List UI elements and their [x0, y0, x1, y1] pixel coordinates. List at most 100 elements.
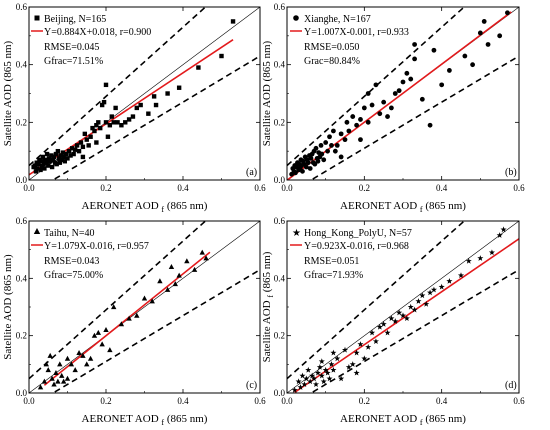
data-point	[103, 82, 109, 88]
x-axis-label-sub: f	[161, 205, 164, 214]
data-point	[38, 167, 43, 173]
y-tick-label: 0.6	[274, 216, 286, 226]
x-axis-label-main: AERONET AOD	[82, 200, 159, 212]
data-point	[153, 102, 159, 108]
data-point	[113, 105, 118, 111]
legend-circle-marker	[293, 15, 299, 21]
envelope-lower-line	[51, 55, 260, 180]
x-tick-label: 0.6	[254, 183, 266, 193]
data-point	[196, 65, 201, 70]
data-point	[172, 281, 178, 287]
data-point	[313, 145, 319, 151]
data-point	[35, 166, 40, 171]
data-point	[76, 148, 82, 154]
data-point	[311, 375, 318, 382]
one-to-one-line	[287, 221, 519, 393]
data-point	[88, 134, 93, 139]
data-point	[203, 255, 209, 261]
panel-a-legend: Beijing, N=165 Y=0.884X+0.018, r=0.900 R…	[31, 14, 151, 67]
data-point	[312, 161, 318, 167]
data-point	[47, 159, 53, 164]
data-point	[408, 76, 414, 82]
data-point	[99, 102, 105, 108]
legend-point-label: Xianghe, N=167	[304, 14, 371, 25]
data-point	[305, 160, 311, 166]
data-point	[51, 154, 57, 160]
x-axis-label-sub: f	[161, 418, 164, 427]
data-point	[94, 123, 99, 128]
y-axis-label: Satellite AOD (865 nm)	[261, 40, 273, 146]
y-axis-label: Satellite AOD (865 nm)	[2, 40, 14, 146]
data-point	[138, 102, 143, 108]
x-axis-label-sub: f	[420, 418, 423, 427]
data-point	[327, 134, 332, 140]
panel-b-ticks: 0.00.0 0.2 0.2 0.4 0.4 0.6 0.6	[274, 2, 525, 193]
data-point	[338, 375, 345, 382]
data-point	[51, 381, 57, 387]
panel-c-ticks: 0.00.0 0.2 0.2 0.4 0.4 0.6 0.6	[16, 216, 266, 406]
data-point	[126, 315, 132, 321]
envelope-upper-line	[29, 7, 207, 167]
data-point	[219, 53, 224, 59]
data-point	[118, 321, 125, 327]
data-point	[63, 151, 69, 157]
data-point	[427, 289, 434, 296]
data-point	[396, 309, 403, 316]
data-point	[358, 117, 363, 122]
stat-rmse: RMSE=0.045	[44, 42, 99, 53]
data-point	[86, 143, 91, 148]
data-point	[332, 148, 338, 154]
data-point	[191, 266, 198, 272]
data-point	[392, 318, 399, 324]
envelope-lower-line	[51, 269, 260, 393]
data-point	[91, 332, 98, 338]
data-point	[50, 157, 56, 163]
panel-c-points	[37, 249, 209, 390]
data-point	[361, 105, 367, 111]
data-point	[309, 372, 316, 379]
data-point	[61, 154, 66, 160]
panel-c: 0.00.0 0.2 0.2 0.4 0.4 0.6 0.6 Taihu, N=40 Y=1…	[2, 216, 266, 427]
x-axis-label: AERONET AOD f (865 nm)	[340, 413, 466, 428]
y-axis-label-main: Satellite AOD	[261, 300, 273, 362]
stat-gfrac: Gfrac=71.51%	[44, 56, 103, 67]
data-point	[37, 384, 44, 390]
legend-fit-label: Y=0.923X-0.016, r=0.968	[304, 241, 409, 252]
data-point	[95, 329, 101, 335]
data-point	[477, 255, 484, 261]
data-point	[80, 154, 86, 160]
data-point	[111, 304, 117, 310]
data-point	[92, 128, 97, 134]
x-tick-label: 0.4	[177, 183, 189, 193]
data-point	[53, 151, 59, 157]
data-point	[90, 125, 95, 131]
data-point	[307, 378, 314, 385]
data-point	[87, 355, 94, 361]
legend-point-label: Hong_Kong_PolyU, N=57	[304, 228, 412, 239]
panel-d-ticks: 0.00.0 0.2 0.2 0.4 0.4 0.6 0.6	[274, 216, 525, 406]
panel-d: 0.00.0 0.2 0.2 0.4 0.4 0.6 0.6 ★ Hong_Kong_Pol…	[261, 216, 525, 428]
data-point	[176, 272, 182, 278]
data-point	[312, 381, 320, 387]
x-tick-label: 0.2	[359, 396, 370, 406]
data-point	[325, 148, 330, 154]
y-tick-label: 0.2	[274, 331, 285, 341]
panel-a-ticks: 0.00.0 0.2 0.2 0.4 0.4 0.6 0.6	[16, 2, 266, 193]
data-point	[60, 150, 66, 155]
panel-a-points	[31, 19, 236, 174]
data-point	[55, 378, 61, 384]
data-point	[392, 91, 398, 96]
data-point	[381, 99, 387, 105]
data-point	[318, 372, 325, 379]
x-axis-label-unit: (865 nm)	[167, 200, 208, 212]
x-tick-label: 0.2	[359, 183, 370, 193]
x-axis-label-main: AERONET AOD	[82, 413, 159, 425]
data-point	[84, 137, 89, 142]
y-tick-label: 0.6	[16, 2, 28, 12]
data-point	[338, 131, 344, 137]
data-point	[326, 375, 333, 382]
y-axis-label-unit: (865 nm)	[261, 40, 273, 81]
data-point	[399, 312, 407, 319]
data-point	[80, 352, 86, 358]
panel-d-points	[291, 226, 507, 393]
